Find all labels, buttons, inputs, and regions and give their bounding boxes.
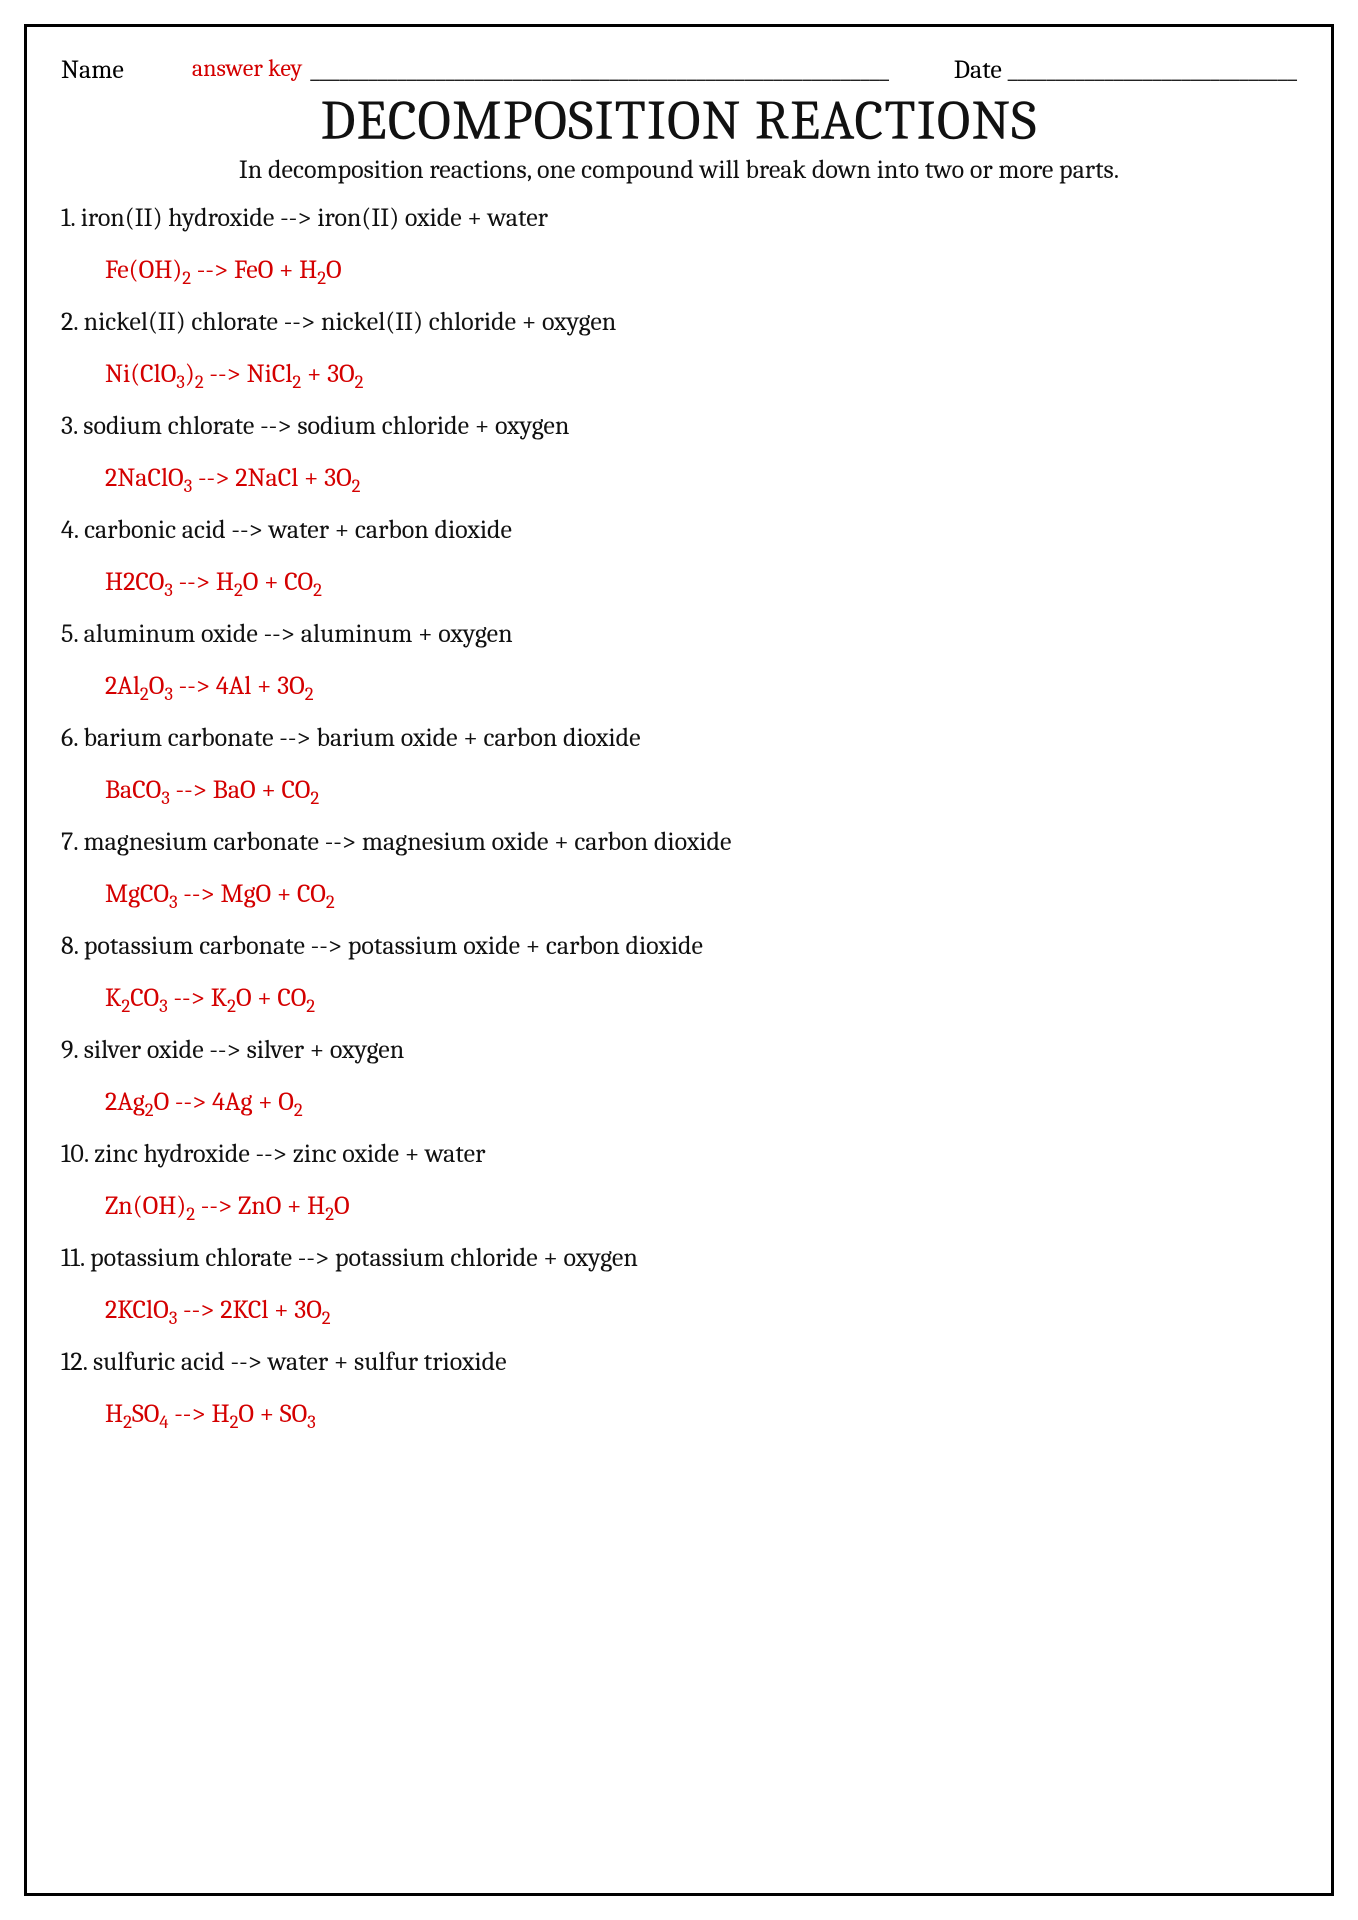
page-title: DECOMPOSITION REACTIONS	[61, 89, 1297, 153]
question-text: 8. potassium carbonate --> potassium oxi…	[61, 931, 1297, 961]
name-label: Name	[61, 55, 124, 85]
answer-text: 2Ag2O --> 4Ag + O2	[105, 1087, 1297, 1117]
question-text: 11. potassium chlorate --> potassium chl…	[61, 1243, 1297, 1273]
question-text: 2. nickel(II) chlorate --> nickel(II) ch…	[61, 307, 1297, 337]
question-text: 7. magnesium carbonate --> magnesium oxi…	[61, 827, 1297, 857]
question-text: 5. aluminum oxide --> aluminum + oxygen	[61, 619, 1297, 649]
item: 2. nickel(II) chlorate --> nickel(II) ch…	[61, 307, 1297, 389]
item: 10. zinc hydroxide --> zinc oxide + wate…	[61, 1139, 1297, 1221]
answer-text: Zn(OH)2 --> ZnO + H2O	[105, 1191, 1297, 1221]
date-block: Date ______________________________	[954, 55, 1297, 85]
header-row: Name answer key ________________________…	[61, 55, 1297, 85]
answer-text: 2NaClO3 --> 2NaCl + 3O2	[105, 463, 1297, 493]
answer-text: 2KClO3 --> 2KCl + 3O2	[105, 1295, 1297, 1325]
question-text: 4. carbonic acid --> water + carbon diox…	[61, 515, 1297, 545]
item: 11. potassium chlorate --> potassium chl…	[61, 1243, 1297, 1325]
item: 4. carbonic acid --> water + carbon diox…	[61, 515, 1297, 597]
item: 3. sodium chlorate --> sodium chloride +…	[61, 411, 1297, 493]
answer-text: MgCO3 --> MgO + CO2	[105, 879, 1297, 909]
question-text: 10. zinc hydroxide --> zinc oxide + wate…	[61, 1139, 1297, 1169]
item: 1. iron(II) hydroxide --> iron(II) oxide…	[61, 203, 1297, 285]
item: 9. silver oxide --> silver + oxygen 2Ag2O…	[61, 1035, 1297, 1117]
answer-text: BaCO3 --> BaO + CO2	[105, 775, 1297, 805]
worksheet-page: Name answer key ________________________…	[0, 0, 1358, 1920]
items-list: 1. iron(II) hydroxide --> iron(II) oxide…	[61, 203, 1297, 1429]
page-subtitle: In decomposition reactions, one compound…	[61, 155, 1297, 185]
answer-text: K2CO3 --> K2O + CO2	[105, 983, 1297, 1013]
answer-text: H2SO4 --> H2O + SO3	[105, 1399, 1297, 1429]
question-text: 1. iron(II) hydroxide --> iron(II) oxide…	[61, 203, 1297, 233]
item: 6. barium carbonate --> barium oxide + c…	[61, 723, 1297, 805]
answer-key-text: answer key	[132, 54, 302, 82]
date-underline: ______________________________	[1008, 55, 1297, 85]
answer-text: H2CO3 --> H2O + CO2	[105, 567, 1297, 597]
question-text: 9. silver oxide --> silver + oxygen	[61, 1035, 1297, 1065]
item: 7. magnesium carbonate --> magnesium oxi…	[61, 827, 1297, 909]
question-text: 12. sulfuric acid --> water + sulfur tri…	[61, 1347, 1297, 1377]
date-label: Date	[954, 55, 1002, 85]
item: 8. potassium carbonate --> potassium oxi…	[61, 931, 1297, 1013]
question-text: 3. sodium chlorate --> sodium chloride +…	[61, 411, 1297, 441]
answer-text: Ni(ClO3)2 --> NiCl2 + 3O2	[105, 359, 1297, 389]
name-block: Name answer key ________________________…	[61, 55, 889, 85]
worksheet-frame: Name answer key ________________________…	[24, 24, 1334, 1896]
item: 12. sulfuric acid --> water + sulfur tri…	[61, 1347, 1297, 1429]
answer-text: 2Al2O3 --> 4Al + 3O2	[105, 671, 1297, 701]
name-underline: ________________________________________…	[310, 55, 889, 85]
item: 5. aluminum oxide --> aluminum + oxygen 2…	[61, 619, 1297, 701]
question-text: 6. barium carbonate --> barium oxide + c…	[61, 723, 1297, 753]
answer-text: Fe(OH)2 --> FeO + H2O	[105, 255, 1297, 285]
